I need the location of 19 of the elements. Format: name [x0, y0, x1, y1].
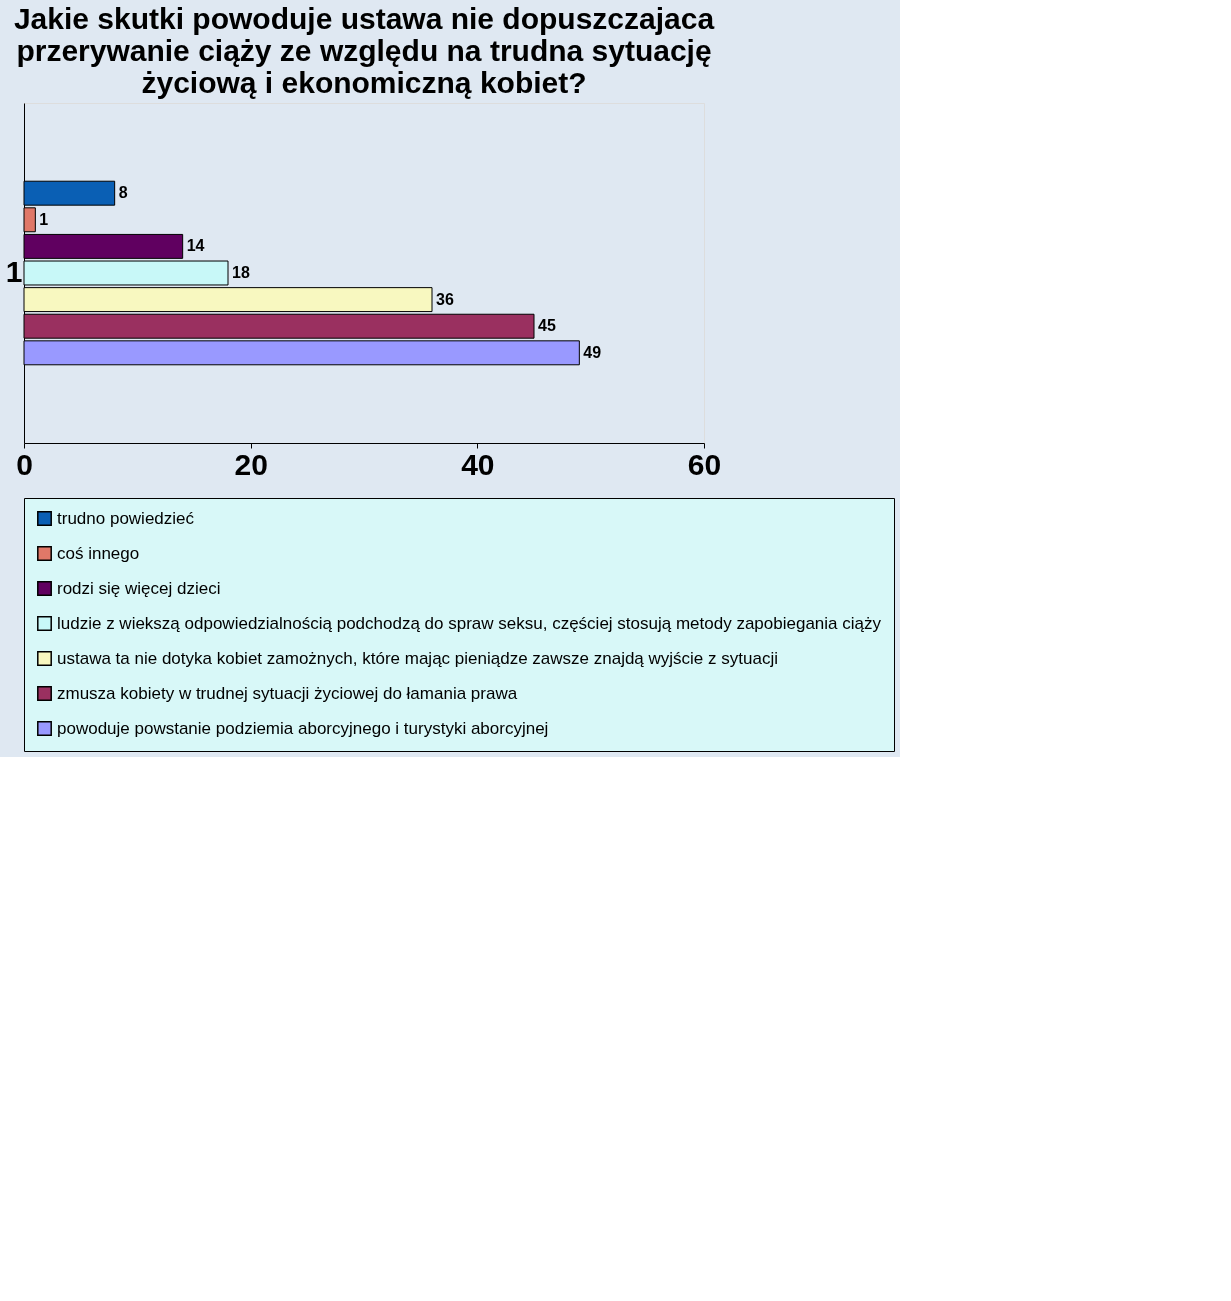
legend-label: powoduje powstanie podziemia aborcyjnego i turystyki aborcyjnej [57, 718, 549, 738]
data-label: 8 [118, 184, 128, 202]
data-label: 14 [186, 237, 205, 255]
legend-label: ludzie z wiekszą odpowiedzialnością podchodzą do spraw seksu, częściej stosują metody zapobiegania ciąży [57, 613, 882, 633]
data-label: 45 [538, 317, 556, 335]
legend-label: zmusza kobiety w trudnej sytuacji życiowej do łamania prawa [57, 683, 518, 703]
chart-title: Jakie skutki powoduje ustawa nie dopuszczajaca przerywanie ciąży ze względu na trudna sytuację życiową i ekonomiczną kobiet? [13, 2, 715, 99]
x-tick-label: 20 [234, 447, 268, 481]
legend-label: trudno powiedzieć [57, 508, 195, 528]
data-label: 49 [583, 343, 602, 361]
legend-label: rodzi się więcej dzieci [57, 578, 221, 598]
legend-label: coś innego [57, 543, 140, 563]
data-label: 1 [39, 210, 49, 228]
legend-label: ustawa ta nie dotyka kobiet zamożnych, które mając pieniądze zawsze znajdą wyjście z sytuacji [57, 648, 778, 668]
x-tick-label: 0 [16, 447, 33, 481]
data-label: 18 [232, 264, 250, 281]
data-label: 36 [436, 290, 454, 308]
x-tick-label: 60 [687, 447, 722, 481]
x-tick-label: 40 [461, 447, 495, 481]
